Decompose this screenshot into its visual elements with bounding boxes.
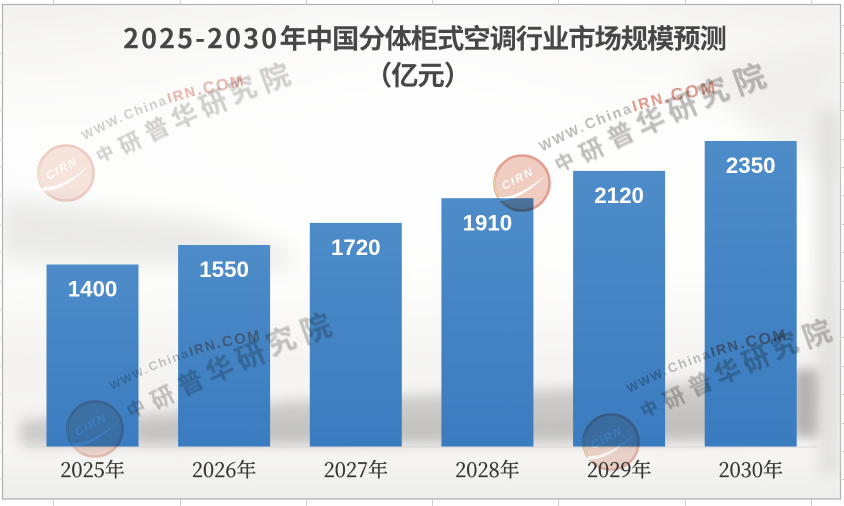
svg-text:2350: 2350: [726, 153, 776, 178]
svg-text:1550: 1550: [199, 257, 249, 282]
svg-text:1400: 1400: [68, 277, 118, 302]
svg-text:IRN: IRN: [166, 83, 199, 107]
svg-text:IRN: IRN: [187, 337, 218, 359]
svg-text:IRN: IRN: [709, 336, 742, 360]
svg-text:1910: 1910: [463, 210, 513, 235]
svg-text:1720: 1720: [331, 235, 381, 260]
svg-text:2120: 2120: [594, 183, 644, 208]
